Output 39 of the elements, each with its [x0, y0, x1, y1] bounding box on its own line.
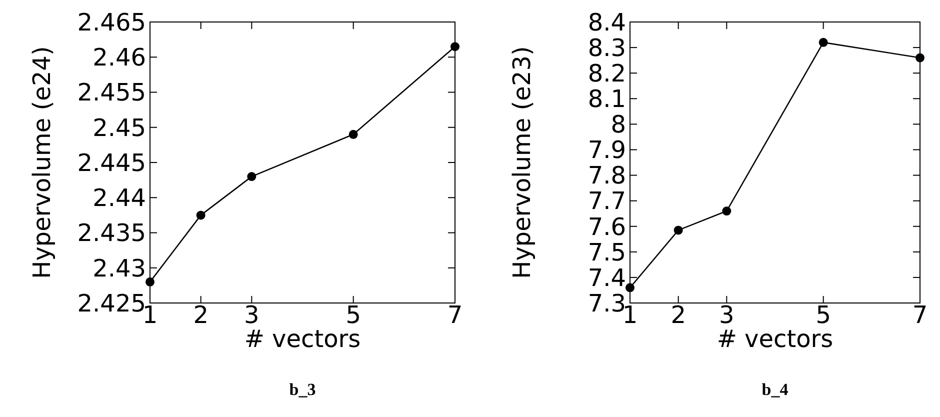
y-tick-label: 7.4	[588, 264, 626, 292]
x-tick-label: 2	[193, 301, 208, 329]
x-tick-label: 7	[447, 301, 463, 329]
y-tick-label: 2.43	[92, 254, 146, 282]
y-axis-title: Hypervolume (e23)	[508, 46, 536, 279]
y-tick-label: 2.445	[77, 148, 146, 177]
y-tick-label: 8	[610, 110, 626, 139]
y-tick-label: 8.3	[588, 34, 626, 62]
y-tick-label: 2.44	[92, 184, 146, 212]
y-tick-label: 7.8	[588, 162, 626, 190]
x-tick-label: 7	[912, 301, 928, 329]
y-tick-label: 2.435	[77, 219, 146, 248]
point	[916, 53, 924, 62]
point	[626, 283, 634, 292]
y-tick-label: 7.9	[588, 136, 626, 164]
y-tick-label: 7.5	[588, 238, 626, 266]
x-tick-label: 2	[670, 301, 686, 329]
y-tick-label: 8.2	[588, 59, 626, 88]
y-tick-label: 2.46	[92, 44, 146, 72]
text: b_4	[762, 380, 789, 399]
point	[674, 226, 683, 235]
y-tick-label: 7.3	[588, 289, 626, 318]
point	[196, 210, 206, 220]
y-tick-label: 2.425	[77, 289, 146, 318]
y-tick-label: 8.1	[588, 85, 626, 114]
point	[247, 172, 256, 182]
point	[146, 277, 154, 286]
point	[348, 130, 358, 139]
y-tick-label: 2.45	[92, 114, 146, 142]
y-tick-label: 2.465	[77, 8, 146, 36]
y-tick-label: 7.7	[588, 187, 626, 216]
point	[722, 206, 732, 216]
y-tick-label: 2.455	[77, 78, 146, 107]
point	[450, 42, 460, 52]
y-tick-label: 8.4	[588, 8, 626, 36]
y-tick-label: 7.6	[588, 212, 626, 241]
point	[818, 38, 828, 47]
y-axis-title: Hypervolume (e24)	[28, 46, 56, 279]
text: b_3	[289, 380, 316, 399]
